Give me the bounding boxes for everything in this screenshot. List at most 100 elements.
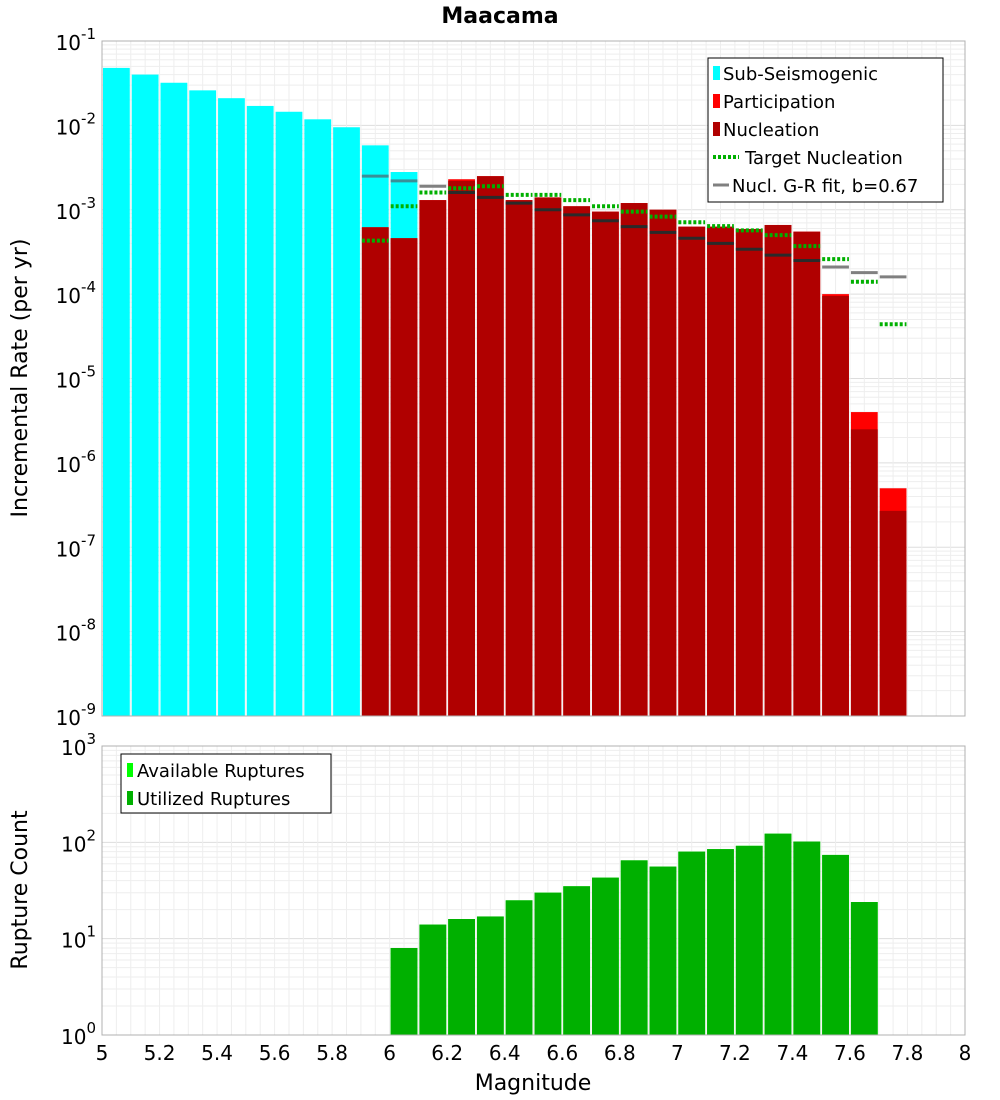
- legend-label-nucleation: Nucleation: [723, 120, 819, 141]
- chart-title: Maacama: [441, 4, 558, 29]
- bar-sub-seismogenic: [304, 119, 332, 717]
- x-tick-label: 7.6: [834, 1041, 866, 1065]
- x-tick-label: 6.2: [431, 1041, 463, 1065]
- x-tick-label: 7.8: [892, 1041, 924, 1065]
- count-panel: 103 102 101 100 Rupture Count Available Rup…: [8, 730, 966, 1049]
- legend-label-gr-fit: Nucl. G-R fit, b=0.67: [732, 176, 918, 197]
- bar-utilized-ruptures: [505, 900, 533, 1035]
- bar-nucleation: [448, 180, 475, 716]
- bar-nucleation: [850, 429, 878, 716]
- bar-nucleation: [476, 176, 504, 716]
- bar-nucleation: [822, 296, 849, 716]
- bar-utilized-ruptures: [592, 877, 619, 1035]
- bar-nucleation: [764, 224, 792, 716]
- bar-nucleation: [678, 226, 706, 716]
- bar-sub-seismogenic: [189, 90, 217, 716]
- bar-utilized-ruptures: [649, 866, 677, 1035]
- legend-swatch-utilized-ruptures: [127, 791, 133, 805]
- rate-y-ticks: 10-1 10-2 10-3 10-4 10-5 10-6 10-7 10-8 10-9: [56, 25, 96, 730]
- legend-swatch-sub-seismogenic: [713, 66, 720, 80]
- bar-sub-seismogenic: [333, 127, 360, 716]
- rate-y-tick-label: 10-1: [56, 25, 96, 55]
- legend-label-utilized-ruptures: Utilized Ruptures: [137, 789, 290, 810]
- legend-swatch-nucleation: [713, 122, 720, 136]
- bar-nucleation: [390, 238, 418, 716]
- bar-utilized-ruptures: [707, 849, 734, 1035]
- bar-utilized-ruptures: [534, 892, 562, 1035]
- bar-utilized-ruptures: [793, 841, 821, 1035]
- x-tick-label: 8: [959, 1041, 972, 1065]
- count-y-tick-label: 101: [61, 923, 96, 953]
- bar-utilized-ruptures: [419, 924, 447, 1035]
- rate-y-tick-label: 10-8: [56, 616, 96, 646]
- rate-y-tick-label: 10-5: [56, 363, 96, 393]
- legend-label-target-nucleation: Target Nucleation: [744, 148, 903, 169]
- x-tick-label: 7.2: [719, 1041, 751, 1065]
- bar-utilized-ruptures: [390, 948, 418, 1035]
- rate-y-tick-label: 10-7: [56, 531, 96, 561]
- rate-y-tick-label: 10-2: [56, 109, 96, 139]
- x-tick-label: 7.4: [776, 1041, 808, 1065]
- bar-nucleation: [563, 206, 591, 716]
- bar-utilized-ruptures: [850, 902, 878, 1035]
- rate-panel: 10-1 10-2 10-3 10-4 10-5 10-6 10-7 10-8 10-9 Inc…: [8, 25, 966, 730]
- count-plot-border: [101, 745, 966, 1036]
- bar-utilized-ruptures: [735, 845, 763, 1035]
- bar-nucleation: [592, 211, 619, 716]
- legend-label-available-ruptures: Available Ruptures: [137, 761, 305, 782]
- rate-y-tick-label: 10-3: [56, 194, 96, 224]
- x-tick-label: 5: [96, 1041, 109, 1065]
- legend-swatch-available-ruptures: [127, 763, 133, 777]
- count-y-axis-label: Rupture Count: [8, 810, 33, 970]
- bar-nucleation: [793, 231, 821, 716]
- rate-y-tick-label: 10-4: [56, 278, 96, 308]
- rate-y-tick-label: 10-9: [56, 700, 96, 730]
- x-tick-label: 5.2: [144, 1041, 176, 1065]
- count-y-ticks: 103 102 101 100: [61, 730, 96, 1049]
- count-y-tick-label: 103: [61, 730, 96, 760]
- legend-label-sub-seismogenic: Sub-Seismogenic: [723, 64, 878, 85]
- legend-label-participation: Participation: [723, 92, 835, 113]
- bar-sub-seismogenic: [246, 105, 274, 717]
- rate-legend: Sub-Seismogenic Participation Nucleation…: [707, 57, 944, 203]
- x-tick-label: 6: [383, 1041, 396, 1065]
- bar-nucleation: [505, 200, 533, 716]
- bar-utilized-ruptures: [563, 886, 591, 1035]
- bar-sub-seismogenic: [103, 67, 130, 717]
- count-bars: [390, 833, 878, 1035]
- rate-plot-border: [101, 40, 966, 717]
- x-tick-label: 6.8: [604, 1041, 636, 1065]
- count-y-tick-label: 100: [61, 1019, 96, 1049]
- bar-sub-seismogenic: [131, 74, 159, 717]
- bar-utilized-ruptures: [822, 854, 849, 1035]
- bar-utilized-ruptures: [678, 851, 706, 1035]
- bar-nucleation: [707, 226, 734, 716]
- bar-nucleation: [649, 209, 677, 716]
- x-tick-label: 5.8: [316, 1041, 348, 1065]
- bar-nucleation: [361, 227, 389, 716]
- x-axis-label: Magnitude: [475, 1071, 592, 1096]
- rate-bars: [103, 67, 907, 717]
- bar-sub-seismogenic: [218, 98, 245, 716]
- rate-legend-box: [707, 57, 944, 203]
- bar-nucleation: [620, 203, 648, 716]
- rate-lines: [361, 174, 907, 327]
- count-legend-box: [120, 753, 332, 814]
- count-legend: Available Ruptures Utilized Ruptures: [120, 753, 332, 814]
- bar-nucleation: [735, 229, 763, 717]
- bar-nucleation: [534, 197, 562, 717]
- rate-y-axis-label: Incremental Rate (per yr): [8, 239, 33, 518]
- rate-y-tick-label: 10-6: [56, 447, 96, 477]
- bar-sub-seismogenic: [160, 82, 188, 716]
- bar-nucleation: [879, 510, 907, 716]
- x-tick-label: 7: [671, 1041, 684, 1065]
- bar-utilized-ruptures: [476, 916, 504, 1035]
- x-tick-label: 5.4: [201, 1041, 233, 1065]
- x-tick-label: 6.6: [546, 1041, 578, 1065]
- bar-utilized-ruptures: [448, 919, 475, 1035]
- bar-nucleation: [419, 200, 447, 716]
- x-tick-label: 6.4: [489, 1041, 521, 1065]
- bar-utilized-ruptures: [620, 860, 648, 1035]
- legend-swatch-participation: [713, 94, 720, 108]
